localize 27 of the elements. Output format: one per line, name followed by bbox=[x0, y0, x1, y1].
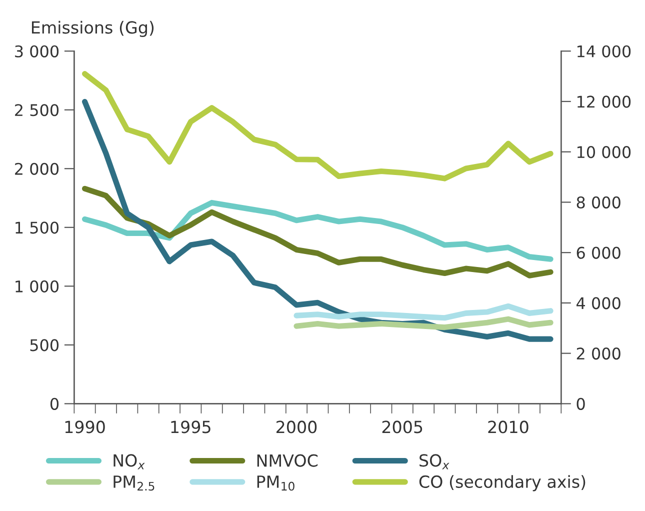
x-tick-label: 1990 bbox=[65, 420, 105, 434]
legend-label: SO$_{x}$ bbox=[420, 454, 450, 470]
x-tick-label: 1995 bbox=[171, 420, 210, 434]
y2-tick-label: 4 000 bbox=[576, 297, 620, 310]
x-tick-label: 2005 bbox=[382, 420, 422, 434]
y2-tick-label: 14 000 bbox=[577, 45, 631, 58]
legend-label: PM$_{10}$ bbox=[257, 476, 294, 491]
y2-tick-label: 0 bbox=[576, 398, 585, 410]
y-tick-label: 500 bbox=[30, 339, 59, 352]
y2-tick-label: 2 000 bbox=[576, 348, 620, 360]
legend-label: PM$_{2.5}$ bbox=[114, 476, 154, 491]
legend-label: NO$_{x}$ bbox=[114, 454, 145, 470]
y-axis-title: Emissions (Gg) bbox=[32, 20, 154, 37]
y2-tick-label: 6 000 bbox=[576, 246, 620, 259]
legend-label: CO (secondary axis) bbox=[419, 475, 586, 492]
legend-label: NMVOC bbox=[257, 454, 318, 467]
x-tick-label: 2010 bbox=[488, 420, 528, 434]
y2-tick-label: 10 000 bbox=[577, 146, 631, 158]
y-tick-label: 1 500 bbox=[16, 222, 59, 234]
y-tick-label: 0 bbox=[50, 398, 59, 410]
x-tick-label: 2000 bbox=[276, 420, 317, 434]
y2-tick-label: 8 000 bbox=[576, 196, 620, 209]
y-tick-label: 2 000 bbox=[15, 162, 59, 175]
y-tick-label: 3 000 bbox=[15, 45, 59, 58]
y2-tick-label: 12 000 bbox=[577, 96, 631, 108]
y-tick-label: 1 000 bbox=[16, 280, 59, 292]
y-tick-label: 2 500 bbox=[15, 104, 59, 116]
